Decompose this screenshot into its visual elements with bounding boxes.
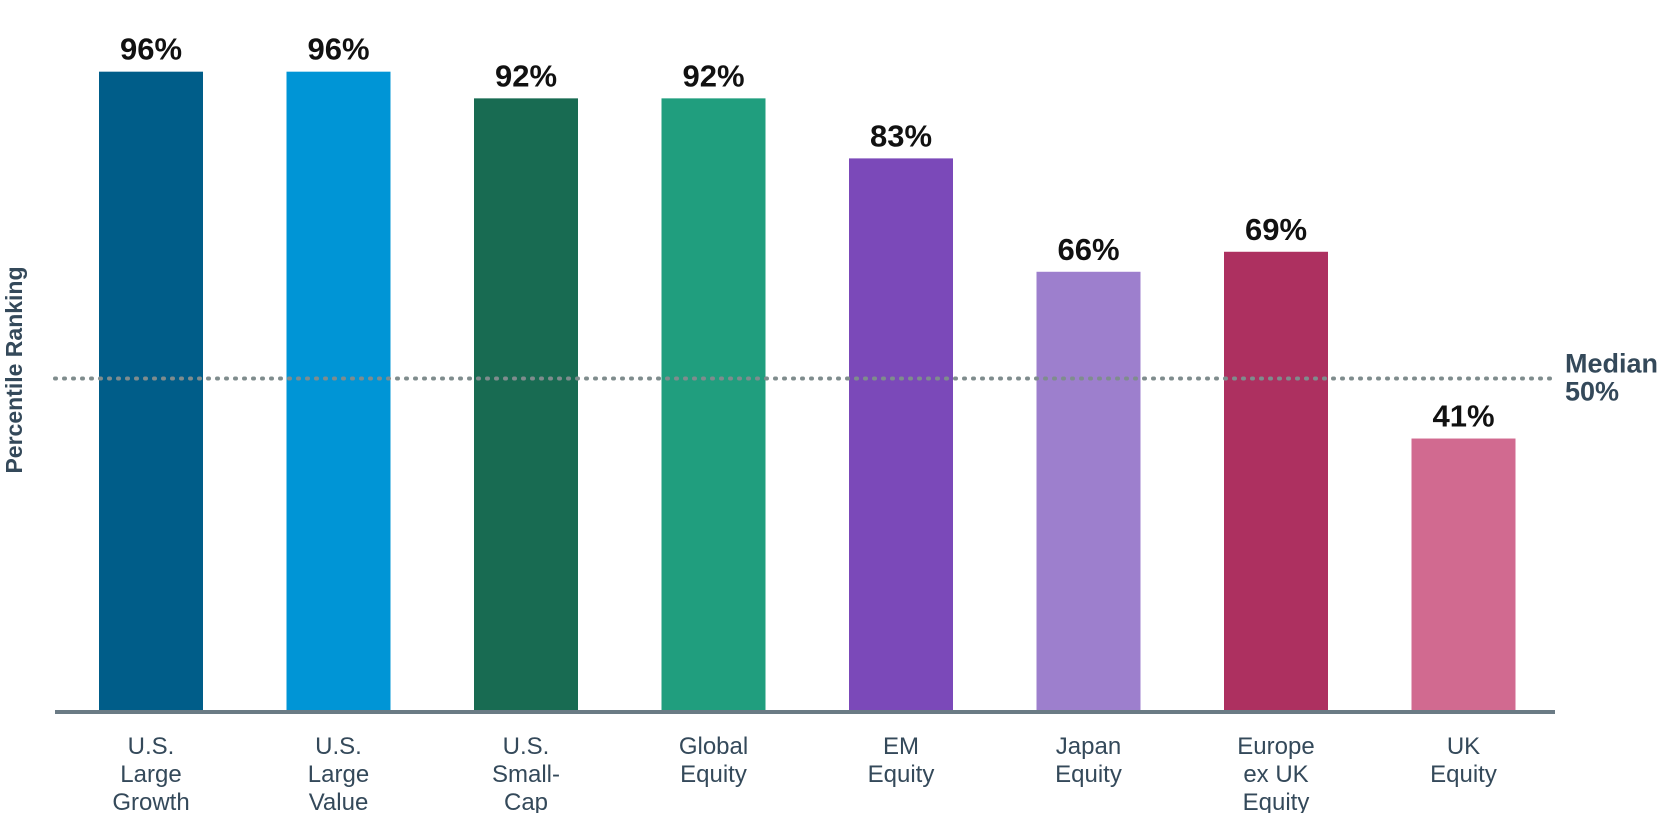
bar-value-label: 96%: [120, 32, 182, 67]
bar-value-label: 69%: [1245, 212, 1307, 247]
median-label: Median 50%: [1565, 349, 1658, 407]
bar: [474, 98, 578, 713]
bar: [1036, 271, 1141, 712]
bar: [99, 71, 203, 713]
category-label: Europe ex UK Equity: [1237, 733, 1314, 813]
category-label: EM Equity: [868, 733, 935, 788]
category-label: U.S. Small-Cap: [492, 733, 560, 813]
category-labels-group: U.S. Large Growth U.S. Large Value U.S. Small-C…: [112, 733, 1497, 813]
bar: [849, 158, 953, 712]
category-label: Japan Equity: [1055, 733, 1122, 788]
bar: [1411, 438, 1516, 712]
bar: [1224, 251, 1328, 712]
bars-group: [99, 71, 1516, 713]
category-label: U.S. Large Value: [308, 733, 369, 813]
y-axis-label: Percentile Ranking: [1, 266, 27, 473]
category-label: U.S. Large Growth: [112, 733, 189, 813]
bar: [661, 98, 766, 713]
bar: [286, 71, 391, 713]
value-labels-group: 96% 96% 92% 92% 83% 66% 69% 41%: [120, 32, 1495, 434]
bar-value-label: 96%: [307, 32, 369, 67]
category-label: Global Equity: [679, 733, 748, 788]
bar-value-label: 92%: [495, 58, 557, 93]
bar-value-label: 92%: [682, 58, 744, 93]
bar-value-label: 83%: [870, 118, 932, 153]
category-label: UK Equity: [1430, 733, 1497, 788]
bar-value-label: 66%: [1057, 232, 1119, 267]
bar-value-label: 41%: [1432, 399, 1494, 434]
